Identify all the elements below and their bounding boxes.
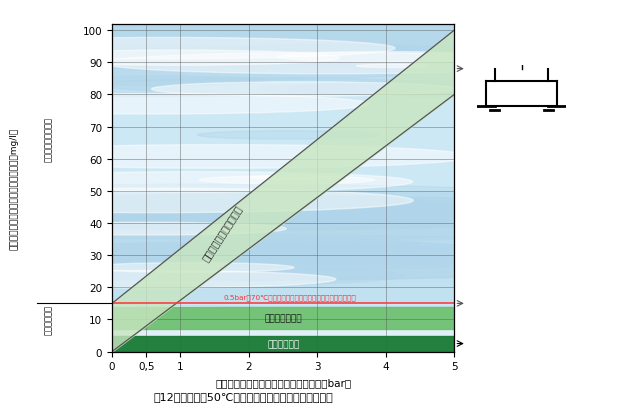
Circle shape: [13, 222, 286, 236]
Text: 図12：温水温度50℃の場合の各種脱気システムの比較: 図12：温水温度50℃の場合の各種脱気システムの比較: [154, 391, 333, 401]
Circle shape: [258, 85, 465, 94]
Circle shape: [0, 265, 404, 286]
Circle shape: [0, 242, 568, 271]
Circle shape: [0, 189, 413, 213]
Bar: [112, 307, 454, 329]
Circle shape: [0, 215, 640, 265]
Circle shape: [35, 46, 625, 74]
Circle shape: [102, 53, 556, 74]
X-axis label: 脱気装置の取り付け場所の圧力（単位：bar）: 脱気装置の取り付け場所の圧力（単位：bar）: [215, 377, 351, 387]
Circle shape: [227, 198, 424, 207]
Circle shape: [56, 77, 264, 87]
Bar: [112, 25, 454, 303]
Circle shape: [0, 38, 395, 60]
Circle shape: [251, 176, 332, 180]
Circle shape: [0, 94, 369, 115]
Circle shape: [0, 184, 637, 224]
Circle shape: [278, 52, 499, 63]
Circle shape: [0, 45, 316, 63]
Circle shape: [206, 46, 428, 56]
Circle shape: [197, 131, 379, 140]
Circle shape: [0, 200, 563, 231]
Text: 水中に気泡発生する: 水中に気泡発生する: [44, 117, 52, 162]
Circle shape: [0, 172, 413, 192]
Bar: [112, 336, 454, 352]
Text: 0.5bar、70℃におけるシステム上層部の気泡発生危険温度: 0.5bar、70℃におけるシステム上層部の気泡発生危険温度: [223, 293, 356, 300]
Bar: [112, 303, 454, 352]
Circle shape: [104, 79, 433, 94]
Circle shape: [356, 65, 428, 68]
Text: 真空脱気装置: 真空脱気装置: [267, 339, 300, 348]
Text: 大気圧脱気装置: 大気圧脱気装置: [264, 314, 302, 323]
Circle shape: [241, 226, 553, 240]
Circle shape: [152, 83, 457, 97]
Circle shape: [0, 24, 640, 63]
Circle shape: [0, 23, 640, 70]
Circle shape: [86, 263, 294, 273]
Circle shape: [200, 176, 374, 184]
Circle shape: [0, 257, 640, 307]
Circle shape: [0, 271, 336, 288]
Circle shape: [0, 145, 472, 169]
Circle shape: [0, 196, 621, 230]
Text: 気泡発生せず: 気泡発生せず: [44, 304, 52, 334]
Circle shape: [286, 82, 614, 97]
Text: 脱気による達成可能な窒素濃度（単位：mg/l）: 脱気による達成可能な窒素濃度（単位：mg/l）: [10, 127, 19, 249]
Circle shape: [0, 244, 612, 281]
Circle shape: [0, 59, 521, 97]
Circle shape: [0, 235, 640, 281]
Circle shape: [12, 51, 339, 66]
Circle shape: [0, 49, 488, 82]
Circle shape: [21, 193, 640, 222]
Circle shape: [0, 18, 640, 61]
Circle shape: [0, 201, 404, 224]
Text: 気液型のエアセパレータ: 気液型のエアセパレータ: [200, 203, 243, 263]
Circle shape: [173, 241, 460, 254]
Circle shape: [0, 195, 495, 225]
Circle shape: [220, 239, 420, 249]
Circle shape: [0, 196, 640, 240]
